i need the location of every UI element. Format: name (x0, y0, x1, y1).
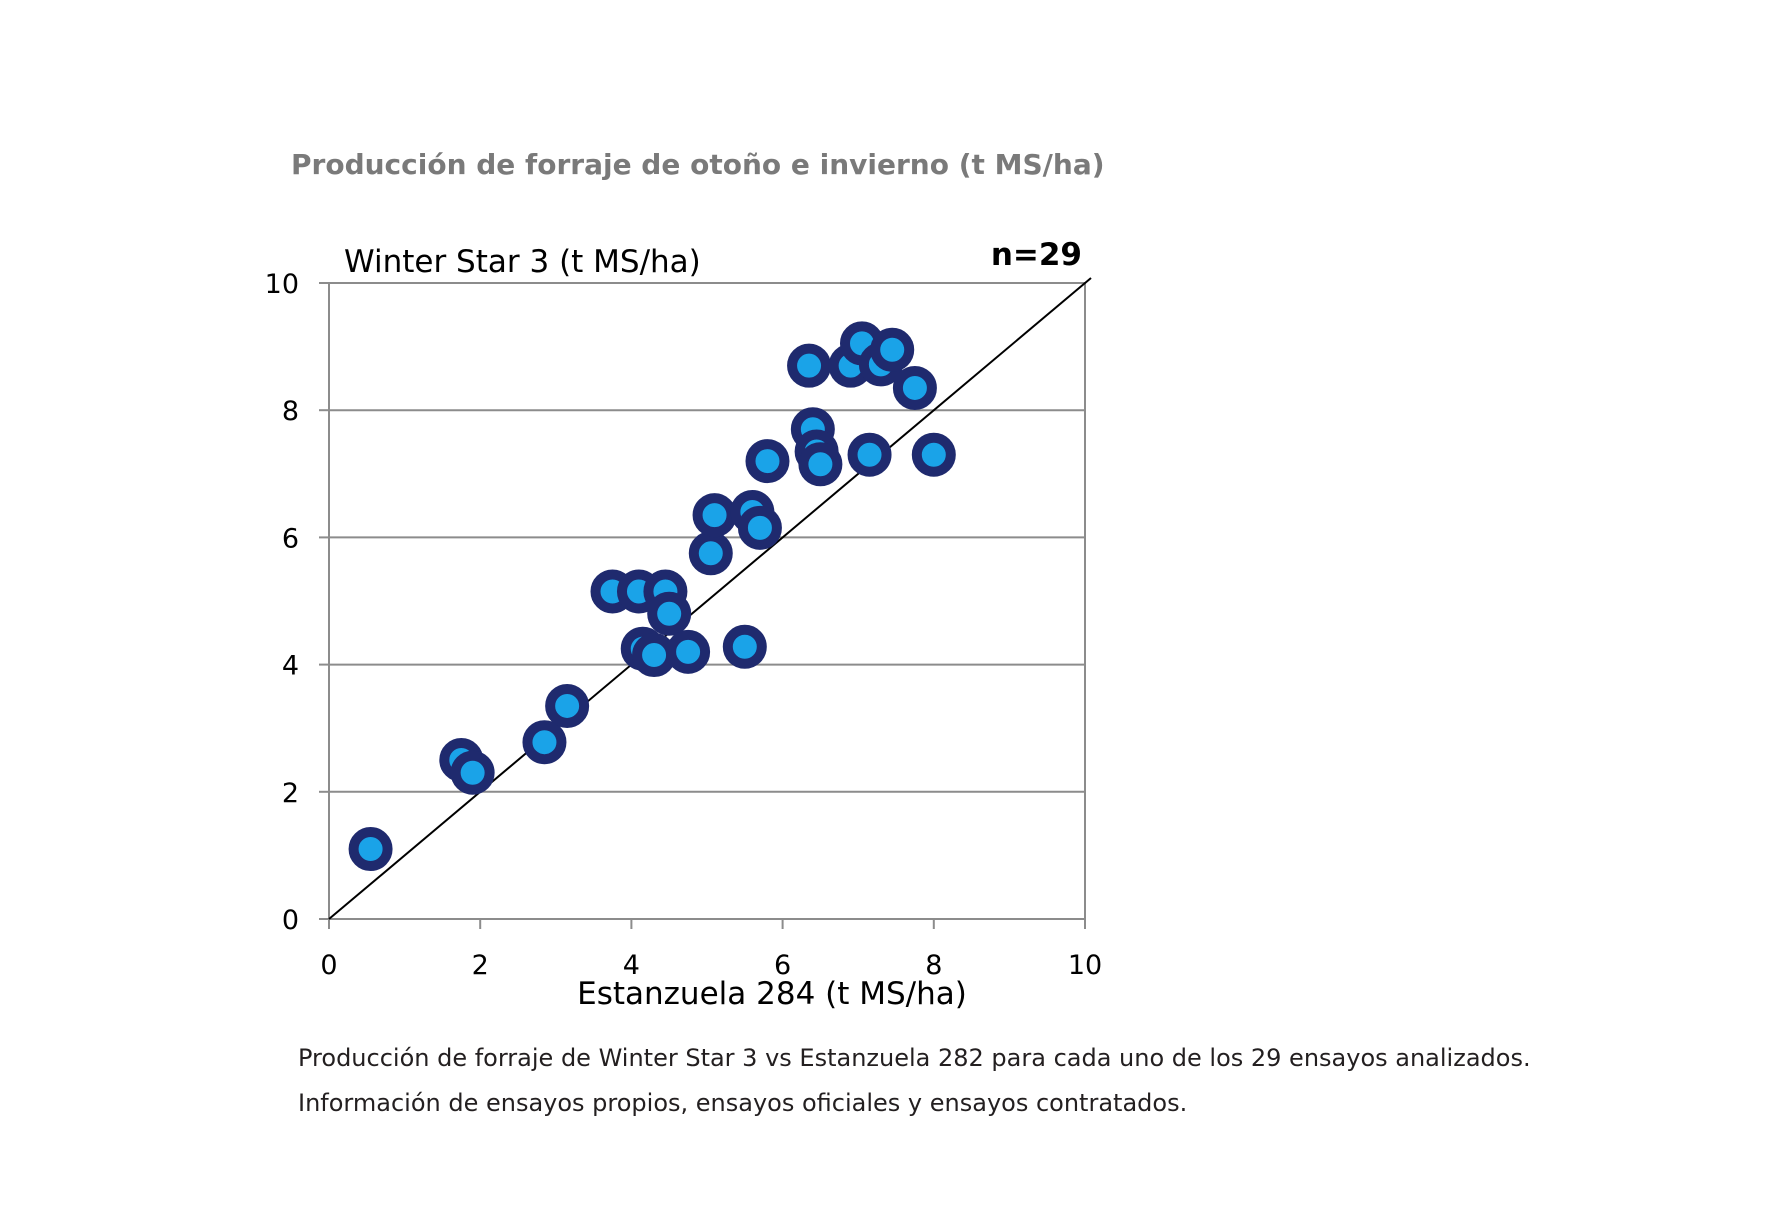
y-tick-label: 4 (282, 651, 299, 682)
caption-line-1: Producción de forraje de Winter Star 3 v… (298, 1044, 1531, 1072)
y-tick-label: 8 (282, 396, 299, 427)
data-point-core (706, 507, 723, 524)
data-point-core (464, 764, 481, 781)
data-point-core (630, 583, 647, 600)
data-point (870, 327, 915, 372)
data-point-core (362, 841, 379, 858)
data-point-core (759, 453, 776, 470)
data-point (847, 432, 892, 477)
x-tick-label: 8 (925, 950, 942, 981)
sample-size-annotation: n=29 (991, 237, 1082, 273)
data-point-core (604, 583, 621, 600)
y-tick-label: 0 (282, 905, 299, 936)
data-point-core (801, 357, 818, 374)
data-point-core (559, 697, 576, 714)
data-point (545, 683, 590, 728)
data-point (450, 750, 495, 795)
data-point-core (536, 734, 553, 751)
data-point (745, 439, 790, 484)
data-point (688, 531, 733, 576)
data-point (798, 442, 843, 487)
y-tick-label: 2 (282, 778, 299, 809)
axes (319, 282, 1086, 929)
page-title: Producción de forraje de otoño e inviern… (291, 148, 1105, 181)
figure-caption: Producción de forraje de Winter Star 3 v… (298, 1036, 1531, 1126)
x-tick-label: 0 (320, 950, 337, 981)
y-tick-label: 10 (265, 269, 299, 300)
data-point-core (736, 638, 753, 655)
data-point-core (861, 446, 878, 463)
data-point (722, 624, 767, 669)
data-point-core (906, 379, 923, 396)
identity-line (328, 277, 1092, 920)
data-point-core (853, 335, 870, 352)
data-points (348, 321, 956, 872)
caption-line-2: Información de ensayos propios, ensayos … (298, 1089, 1188, 1117)
data-point (348, 827, 393, 872)
y-tick-label: 6 (282, 523, 299, 554)
data-point (522, 720, 567, 765)
data-point-core (925, 446, 942, 463)
data-point (647, 591, 692, 636)
data-point-core (680, 643, 697, 660)
x-tick-label: 4 (623, 950, 640, 981)
data-point-core (812, 456, 829, 473)
x-tick-label: 10 (1068, 950, 1102, 981)
x-axis-label: Estanzuela 284 (t MS/ha) (577, 976, 967, 1012)
data-point-core (661, 605, 678, 622)
x-tick-label: 6 (774, 950, 791, 981)
y-axis-label: Winter Star 3 (t MS/ha) (344, 244, 701, 280)
data-point (911, 432, 956, 477)
x-tick-label: 2 (472, 950, 489, 981)
data-point (892, 365, 937, 410)
data-point (787, 343, 832, 388)
tick-labels: 0 2 4 6 8 10 0 2 4 6 8 10 (265, 269, 1103, 981)
data-point (666, 629, 711, 674)
data-point (692, 493, 737, 538)
data-point (737, 505, 782, 550)
data-point-core (884, 341, 901, 358)
data-point-core (751, 519, 768, 536)
data-point (632, 633, 677, 678)
data-point-core (646, 647, 663, 664)
data-point-core (702, 545, 719, 562)
